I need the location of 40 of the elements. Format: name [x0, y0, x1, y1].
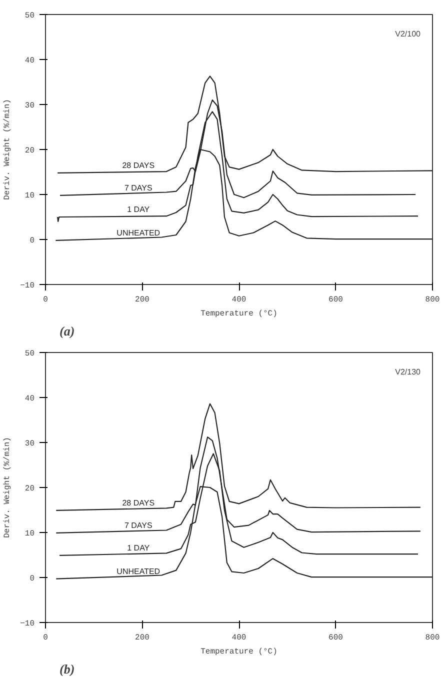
x-axis-title: Temperature (°C)	[200, 310, 278, 318]
text: (b)	[60, 662, 75, 676]
y-tick-label: 30	[24, 440, 35, 448]
x-tick-label: 800	[425, 634, 440, 642]
x-tick-label: 600	[328, 296, 344, 304]
y-axis-title: Deriv. Weight (%/min)	[3, 437, 12, 538]
y-tick-label: 0	[30, 236, 35, 246]
y-tick-label: 10	[24, 192, 35, 200]
series-label: 7 DAYS	[124, 520, 152, 530]
y-tick-label: 50	[24, 12, 35, 20]
annotation: V2/100	[395, 30, 422, 38]
y-tick-label: 20	[24, 146, 35, 156]
y-tick-label: −10	[20, 620, 35, 628]
y-axis-title: Deriv. Weight (%/min)	[3, 99, 12, 200]
y-tick-label: 0	[30, 574, 35, 584]
x-tick-label: 400	[232, 634, 246, 642]
y-tick-label: 10	[24, 530, 35, 538]
y-tick-label: 20	[24, 484, 35, 494]
text: (a)	[60, 324, 75, 338]
series-label: UNHEATED	[116, 228, 160, 238]
series-label: UNHEATED	[116, 566, 160, 576]
series-label: 1 DAY	[127, 543, 150, 552]
x-tick-label: 800	[425, 296, 440, 304]
y-tick-label: −10	[20, 282, 35, 290]
y-tick-label: 40	[24, 56, 35, 66]
x-tick-label: 600	[328, 634, 344, 642]
x-axis-title: Temperature (°C)	[200, 648, 278, 656]
y-tick-label: 40	[24, 394, 35, 404]
series-label: 28 DAYS	[122, 160, 155, 170]
x-tick-label: 0	[43, 634, 48, 642]
annotation: V2/130	[395, 368, 422, 376]
series-label: 7 DAYS	[124, 183, 152, 192]
x-tick-label: 200	[135, 634, 150, 642]
series-label: 28 DAYS	[122, 498, 155, 508]
y-tick-label: 50	[24, 350, 35, 358]
series-label: 1 DAY	[127, 205, 150, 214]
x-tick-label: 0	[43, 296, 48, 304]
x-tick-label: 200	[135, 296, 150, 304]
x-tick-label: 400	[232, 296, 246, 304]
y-tick-label: 30	[24, 102, 35, 110]
